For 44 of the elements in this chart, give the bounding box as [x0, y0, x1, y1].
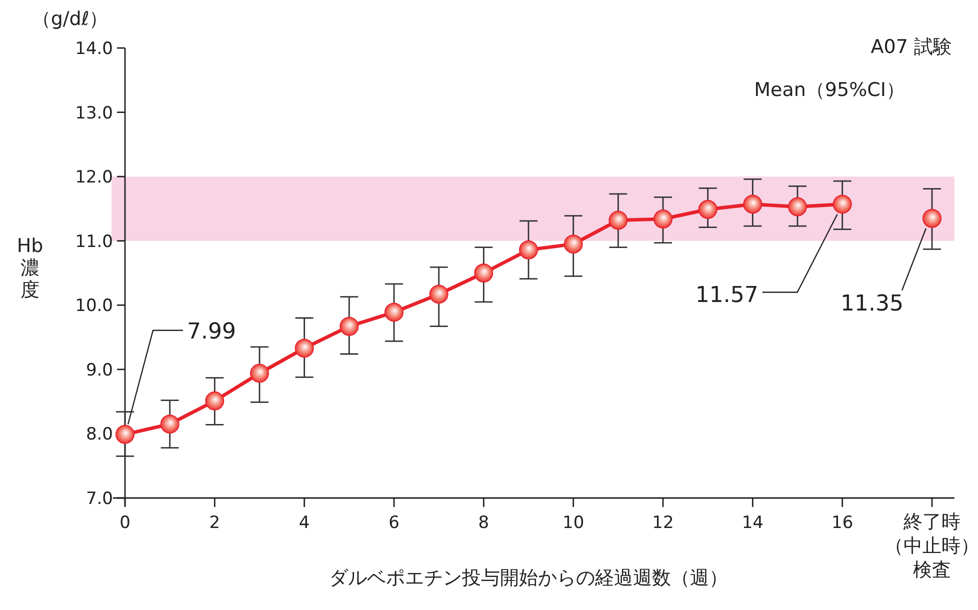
point — [608, 210, 628, 230]
point — [698, 200, 718, 219]
point — [654, 210, 672, 228]
point — [519, 240, 538, 260]
data-label: 11.35 — [840, 291, 904, 316]
point — [832, 194, 852, 214]
point — [205, 391, 224, 410]
point — [474, 264, 494, 282]
x-tick-label: 8 — [478, 513, 490, 533]
point — [250, 364, 269, 383]
point — [384, 302, 404, 322]
text: Mean（95%CI） — [754, 79, 905, 101]
y-tick-label: 10.0 — [75, 296, 113, 316]
y-tick-label: 7.0 — [86, 489, 113, 509]
x-tick-label: 6 — [388, 513, 400, 533]
x-tick-label: 終了時（中止時）検査 — [884, 511, 978, 581]
y-tick-label: 9.0 — [86, 360, 113, 380]
x-tick-label: 4 — [298, 513, 310, 533]
point — [116, 424, 134, 444]
x-axis-title: ダルベポエチン投与開始からの経過週数（週） — [329, 567, 728, 589]
point — [160, 414, 180, 434]
point — [340, 316, 359, 336]
x-tick-label: 2 — [209, 513, 220, 533]
y-tick-label: 14.0 — [75, 39, 113, 59]
point — [429, 284, 448, 304]
y-axis-title: Hb濃度 — [16, 235, 44, 301]
x-tick-label: 12 — [652, 513, 674, 533]
point — [294, 338, 314, 358]
point — [564, 234, 583, 254]
x-tick-label: 0 — [120, 513, 130, 533]
x-tick-label: 16 — [832, 513, 854, 533]
text: （g/dℓ） — [32, 8, 108, 30]
y-tick-label: 11.0 — [75, 232, 113, 252]
point — [922, 208, 942, 228]
y-tick-label: 13.0 — [75, 103, 113, 124]
chart-title: A07 試験 — [870, 36, 952, 58]
y-tick-label: 12.0 — [75, 168, 113, 188]
data-label: 11.57 — [695, 283, 758, 308]
point — [788, 197, 807, 216]
x-tick-label: 10 — [562, 513, 584, 533]
x-tick-label: 14 — [742, 513, 764, 533]
data-label: 7.99 — [187, 319, 236, 344]
y-tick-label: 8.0 — [86, 424, 113, 445]
point — [743, 194, 762, 214]
